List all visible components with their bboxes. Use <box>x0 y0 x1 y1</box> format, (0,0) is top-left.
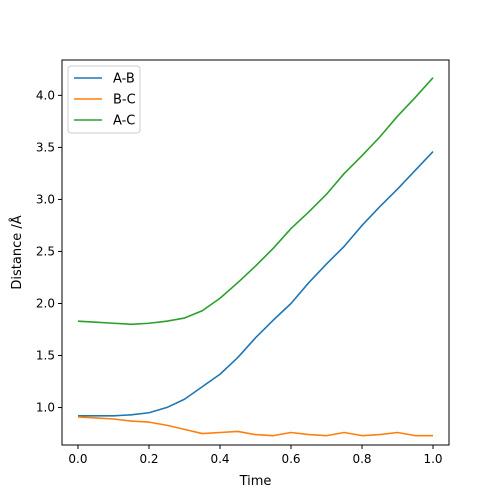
y-axis-label: Distance /Å <box>9 215 25 289</box>
ticks-layer: 0.0 0.2 0.4 0.6 0.8 1.0 1.0 1.5 2.0 2.5 3.0 3.5 4.0 <box>36 88 443 466</box>
plot-frame <box>61 59 450 446</box>
series-line-a-b <box>77 151 434 417</box>
x-tick-label: 0.0 <box>68 452 87 466</box>
x-tick-label: 0.4 <box>210 452 229 466</box>
y-tick-label: 3.5 <box>36 140 55 154</box>
y-tick-label: 2.5 <box>36 244 55 258</box>
x-tick-label: 0.2 <box>139 452 158 466</box>
legend-label-b-c: B-C <box>113 93 136 108</box>
x-tick-label: 0.6 <box>281 452 300 466</box>
legend-label-a-b: A-B <box>113 72 135 87</box>
x-axis-label: Time <box>239 474 272 489</box>
series-layer <box>77 77 434 437</box>
y-tick-label: 2.0 <box>36 296 55 310</box>
legend-frame <box>67 65 141 134</box>
y-tick-label: 1.5 <box>36 349 55 363</box>
x-tick-label: 0.8 <box>352 452 371 466</box>
y-tick-label: 1.0 <box>36 401 55 415</box>
y-tick-label: 3.0 <box>36 192 55 206</box>
legend-label-a-c: A-C <box>113 114 135 129</box>
series-line-b-c <box>77 416 434 437</box>
y-tick-label: 4.0 <box>36 88 55 102</box>
legend: A-B B-C A-C <box>67 65 141 134</box>
series-line-a-c <box>77 77 434 326</box>
x-tick-label: 1.0 <box>423 452 442 466</box>
